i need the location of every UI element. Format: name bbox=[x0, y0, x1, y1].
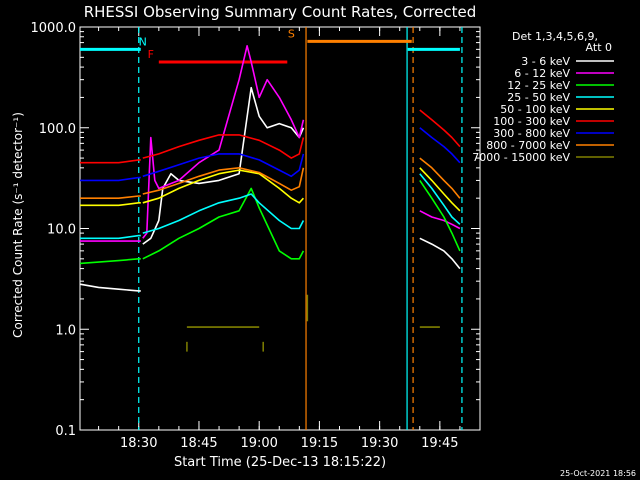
plot-area: 0.1 1.0 10.0 100.0 1000.0 18:30 18:45 19:00 19:1… bbox=[31, 21, 614, 451]
legend-label: 6 - 12 keV bbox=[514, 67, 570, 80]
legend-label: 50 - 100 keV bbox=[500, 103, 570, 116]
series-line bbox=[419, 157, 461, 199]
x-tick-label: 18:45 bbox=[180, 436, 217, 451]
legend-label: 25 - 50 keV bbox=[507, 91, 570, 104]
y-axis-label: Corrected Count Rate (s⁻¹ detector⁻¹) bbox=[11, 112, 25, 338]
series-line bbox=[80, 159, 141, 164]
x-tick-label: 18:30 bbox=[120, 436, 157, 451]
y-tick-label: 1.0 bbox=[55, 323, 76, 338]
y-tick-label: 1000.0 bbox=[31, 21, 77, 36]
series-line bbox=[142, 193, 305, 234]
series-line bbox=[142, 167, 305, 195]
series-line bbox=[142, 86, 305, 245]
legend-label: 12 - 25 keV bbox=[507, 79, 570, 92]
series-line bbox=[80, 202, 141, 207]
x-tick-label: 19:45 bbox=[421, 436, 458, 451]
x-tick-label: 19:00 bbox=[240, 436, 277, 451]
x-tick-label: 19:15 bbox=[301, 436, 338, 451]
y-tick-label: 0.1 bbox=[55, 424, 76, 439]
series-line bbox=[419, 179, 461, 252]
series-line bbox=[79, 283, 141, 292]
legend-header-det: Det 1,3,4,5,6,9, bbox=[512, 30, 598, 43]
series-line bbox=[80, 176, 141, 182]
series-line bbox=[419, 167, 461, 212]
legend-label: 300 - 800 keV bbox=[493, 127, 570, 140]
series-line bbox=[419, 173, 461, 225]
legend-header-att: Att 0 bbox=[586, 41, 612, 54]
series-line bbox=[80, 234, 141, 240]
series-line bbox=[419, 210, 461, 230]
series-line bbox=[142, 134, 305, 159]
series-line bbox=[142, 153, 305, 178]
x-axis-label: Start Time (25-Dec-13 18:15:22) bbox=[174, 455, 386, 470]
series-line bbox=[142, 44, 305, 239]
series-line bbox=[419, 127, 461, 164]
series-line bbox=[419, 109, 461, 148]
timestamp-label: 25-Oct-2021 18:56 bbox=[560, 469, 636, 478]
series-line bbox=[142, 187, 305, 260]
series-line bbox=[142, 169, 304, 204]
series-line bbox=[419, 237, 461, 270]
legend-label: 100 - 300 keV bbox=[493, 115, 570, 128]
legend-label: 7000 - 15000 keV bbox=[472, 151, 570, 164]
y-tick-label: 100.0 bbox=[39, 122, 76, 137]
legend-label: 3 - 6 keV bbox=[521, 55, 570, 68]
flag-label: F bbox=[148, 48, 154, 61]
x-tick-label: 19:30 bbox=[361, 436, 398, 451]
y-tick-label: 10.0 bbox=[47, 223, 76, 238]
flag-label: S bbox=[288, 27, 295, 40]
flag-label: N bbox=[139, 35, 147, 48]
chart-title: RHESSI Observing Summary Count Rates, Co… bbox=[84, 3, 477, 21]
series-line bbox=[79, 257, 141, 265]
legend-label: 800 - 7000 keV bbox=[486, 139, 570, 152]
series-line bbox=[80, 195, 141, 199]
